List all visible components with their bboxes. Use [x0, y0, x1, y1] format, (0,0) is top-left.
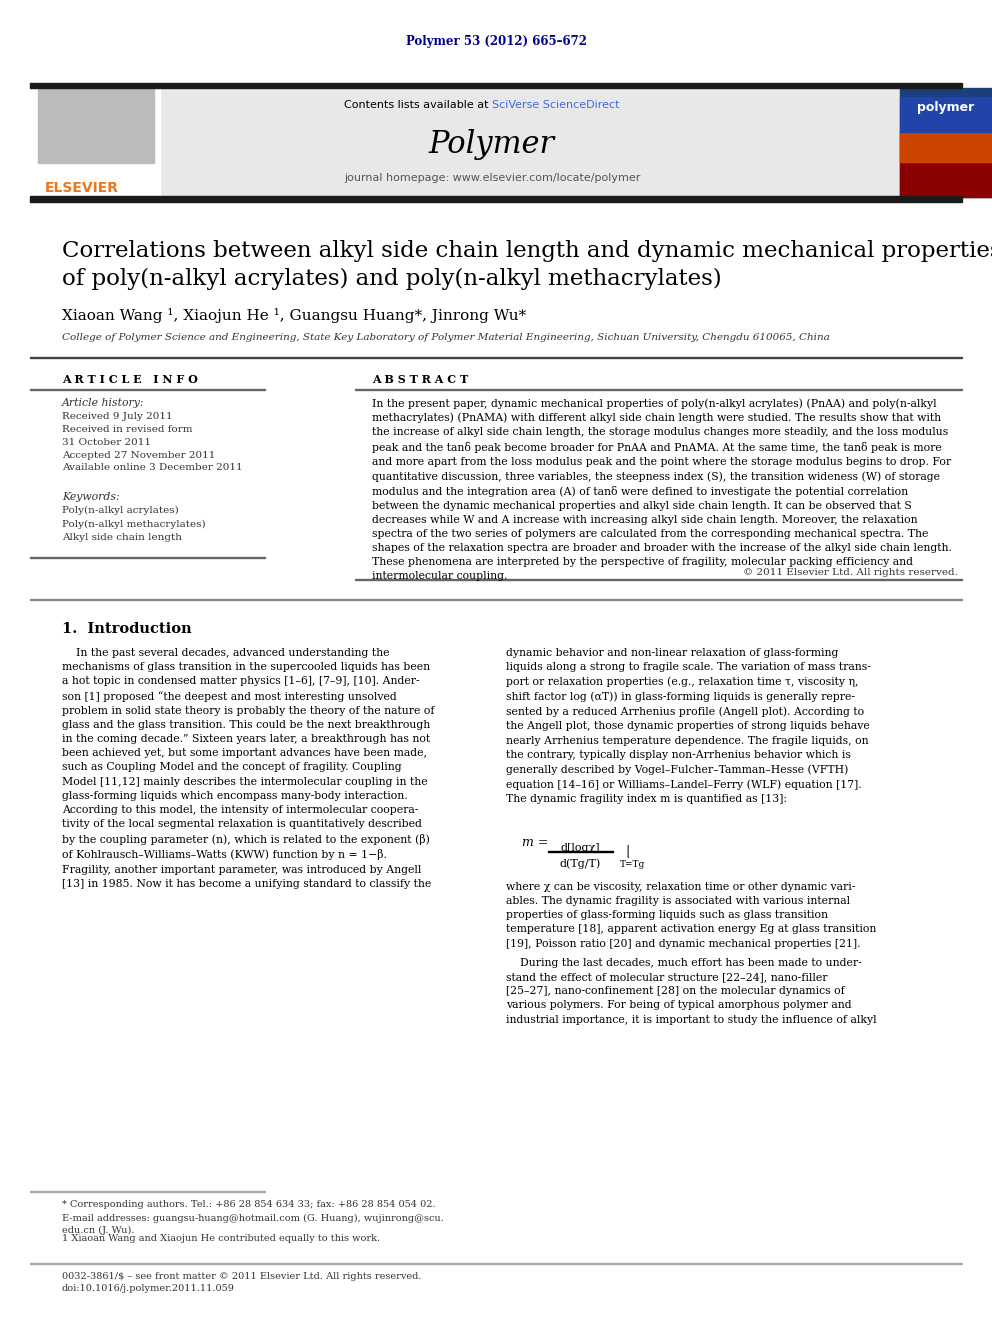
Bar	[30, 83, 962, 89]
Bar	[900, 132, 992, 161]
Text: Received 9 July 2011
Received in revised form
31 October 2011
Accepted 27 Novemb: Received 9 July 2011 Received in revised…	[62, 411, 243, 472]
Text: A R T I C L E   I N F O: A R T I C L E I N F O	[62, 374, 197, 385]
Text: E-mail addresses: guangsu-huang@hotmail.com (G. Huang), wujinrong@scu.
edu.cn (J: E-mail addresses: guangsu-huang@hotmail.…	[62, 1215, 443, 1236]
Text: During the last decades, much effort has been made to under-
stand the effect of: During the last decades, much effort has…	[506, 958, 877, 1024]
Text: 1 Xiaoan Wang and Xiaojun He contributed equally to this work.: 1 Xiaoan Wang and Xiaojun He contributed…	[62, 1234, 380, 1244]
Text: polymer: polymer	[918, 101, 974, 114]
Text: Contents lists available at: Contents lists available at	[344, 101, 492, 110]
Bar	[30, 598, 962, 601]
Text: * Corresponding authors. Tel.: +86 28 854 634 33; fax: +86 28 854 054 02.: * Corresponding authors. Tel.: +86 28 85…	[62, 1200, 435, 1209]
Text: dynamic behavior and non-linear relaxation of glass-forming
liquids along a stro: dynamic behavior and non-linear relaxati…	[506, 648, 871, 804]
Bar	[30, 89, 160, 197]
Text: In the present paper, dynamic mechanical properties of poly(n-alkyl acrylates) (: In the present paper, dynamic mechanical…	[372, 398, 952, 581]
Text: |: |	[614, 844, 630, 857]
Text: 1.  Introduction: 1. Introduction	[62, 622, 191, 636]
Text: d(Tg/T): d(Tg/T)	[559, 859, 600, 869]
Bar	[160, 89, 900, 197]
Bar	[900, 97, 992, 132]
Text: Polymer: Polymer	[429, 130, 556, 160]
Text: SciVerse ScienceDirect: SciVerse ScienceDirect	[492, 101, 619, 110]
Text: journal homepage: www.elsevier.com/locate/polymer: journal homepage: www.elsevier.com/locat…	[344, 173, 640, 183]
Text: 0032-3861/$ – see front matter © 2011 Elsevier Ltd. All rights reserved.: 0032-3861/$ – see front matter © 2011 El…	[62, 1271, 422, 1281]
Text: In the past several decades, advanced understanding the
mechanisms of glass tran: In the past several decades, advanced un…	[62, 648, 434, 889]
Text: ELSEVIER: ELSEVIER	[45, 181, 119, 194]
Text: Poly(n-alkyl acrylates)
Poly(n-alkyl methacrylates)
Alkyl side chain length: Poly(n-alkyl acrylates) Poly(n-alkyl met…	[62, 505, 205, 541]
Text: where χ can be viscosity, relaxation time or other dynamic vari-
ables. The dyna: where χ can be viscosity, relaxation tim…	[506, 882, 876, 949]
Text: d[logχ]: d[logχ]	[560, 843, 600, 853]
Text: m =: m =	[522, 836, 549, 849]
Text: A B S T R A C T: A B S T R A C T	[372, 374, 468, 385]
Bar	[900, 132, 992, 197]
Text: Correlations between alkyl side chain length and dynamic mechanical properties
o: Correlations between alkyl side chain le…	[62, 239, 992, 290]
Bar	[30, 196, 962, 202]
Text: Xiaoan Wang ¹, Xiaojun He ¹, Guangsu Huang*, Jinrong Wu*: Xiaoan Wang ¹, Xiaojun He ¹, Guangsu Hua…	[62, 308, 526, 323]
Bar	[38, 89, 154, 163]
Text: College of Polymer Science and Engineering, State Key Laboratory of Polymer Mate: College of Polymer Science and Engineeri…	[62, 333, 829, 343]
Text: doi:10.1016/j.polymer.2011.11.059: doi:10.1016/j.polymer.2011.11.059	[62, 1285, 235, 1293]
Text: Polymer 53 (2012) 665–672: Polymer 53 (2012) 665–672	[406, 36, 586, 49]
Bar	[30, 356, 962, 359]
Text: T=Tg: T=Tg	[620, 860, 645, 869]
Text: Article history:: Article history:	[62, 398, 145, 407]
Bar	[900, 89, 992, 197]
Text: Keywords:: Keywords:	[62, 492, 120, 501]
Text: © 2011 Elsevier Ltd. All rights reserved.: © 2011 Elsevier Ltd. All rights reserved…	[743, 568, 958, 577]
